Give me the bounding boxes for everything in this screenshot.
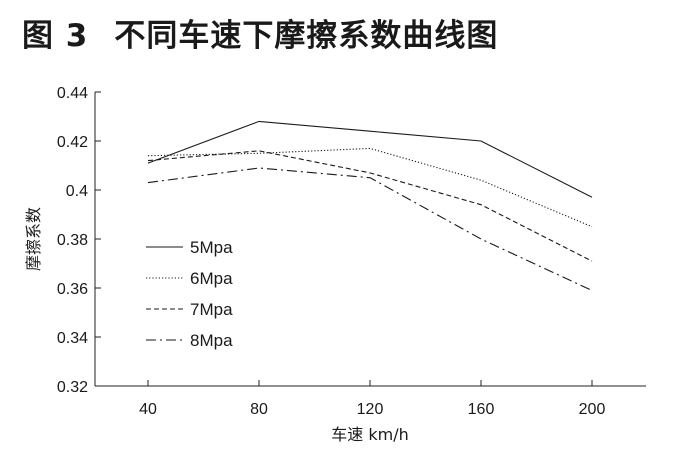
chart-axes xyxy=(94,92,646,387)
legend-label: 7Mpa xyxy=(190,300,233,319)
x-tick-label: 80 xyxy=(250,401,268,418)
y-tick-label: 0.32 xyxy=(57,379,88,396)
y-tick-label: 0.34 xyxy=(57,330,88,347)
series-line-5mpa xyxy=(147,120,593,198)
figure-number: 图 3 xyxy=(22,18,89,54)
series-line-7mpa xyxy=(147,150,593,262)
figure-title: 图 3 不同车速下摩擦系数曲线图 xyxy=(22,10,498,55)
chart-legend: 5Mpa 6Mpa 7Mpa 8Mpa xyxy=(146,238,233,350)
y-tick-label: 0.42 xyxy=(57,134,88,151)
y-tick-label: 0.44 xyxy=(57,85,88,102)
x-tick-label: 120 xyxy=(357,401,384,418)
legend-label: 6Mpa xyxy=(190,269,233,288)
legend-label: 5Mpa xyxy=(190,238,233,257)
series-line-6mpa xyxy=(147,147,593,228)
y-tick-label: 0.4 xyxy=(66,183,88,200)
x-tick-label: 40 xyxy=(139,401,157,418)
y-tick-label: 0.36 xyxy=(57,281,88,298)
x-tick-label: 200 xyxy=(579,401,606,418)
series-line-8mpa xyxy=(147,167,593,291)
y-tick-label: 0.38 xyxy=(57,232,88,249)
y-axis-label: 摩擦系数 xyxy=(24,207,43,271)
figure-title-text: 不同车速下摩擦系数曲线图 xyxy=(114,18,499,54)
legend-label: 8Mpa xyxy=(190,331,233,350)
chart-series xyxy=(147,120,593,291)
x-axis-label: 车速 km/h xyxy=(331,425,408,444)
x-tick-label: 160 xyxy=(468,401,495,418)
chart-ticks: 0.32 0.34 0.36 0.38 0.4 0.42 0.44 40 80 120 160 200 xyxy=(57,85,606,418)
